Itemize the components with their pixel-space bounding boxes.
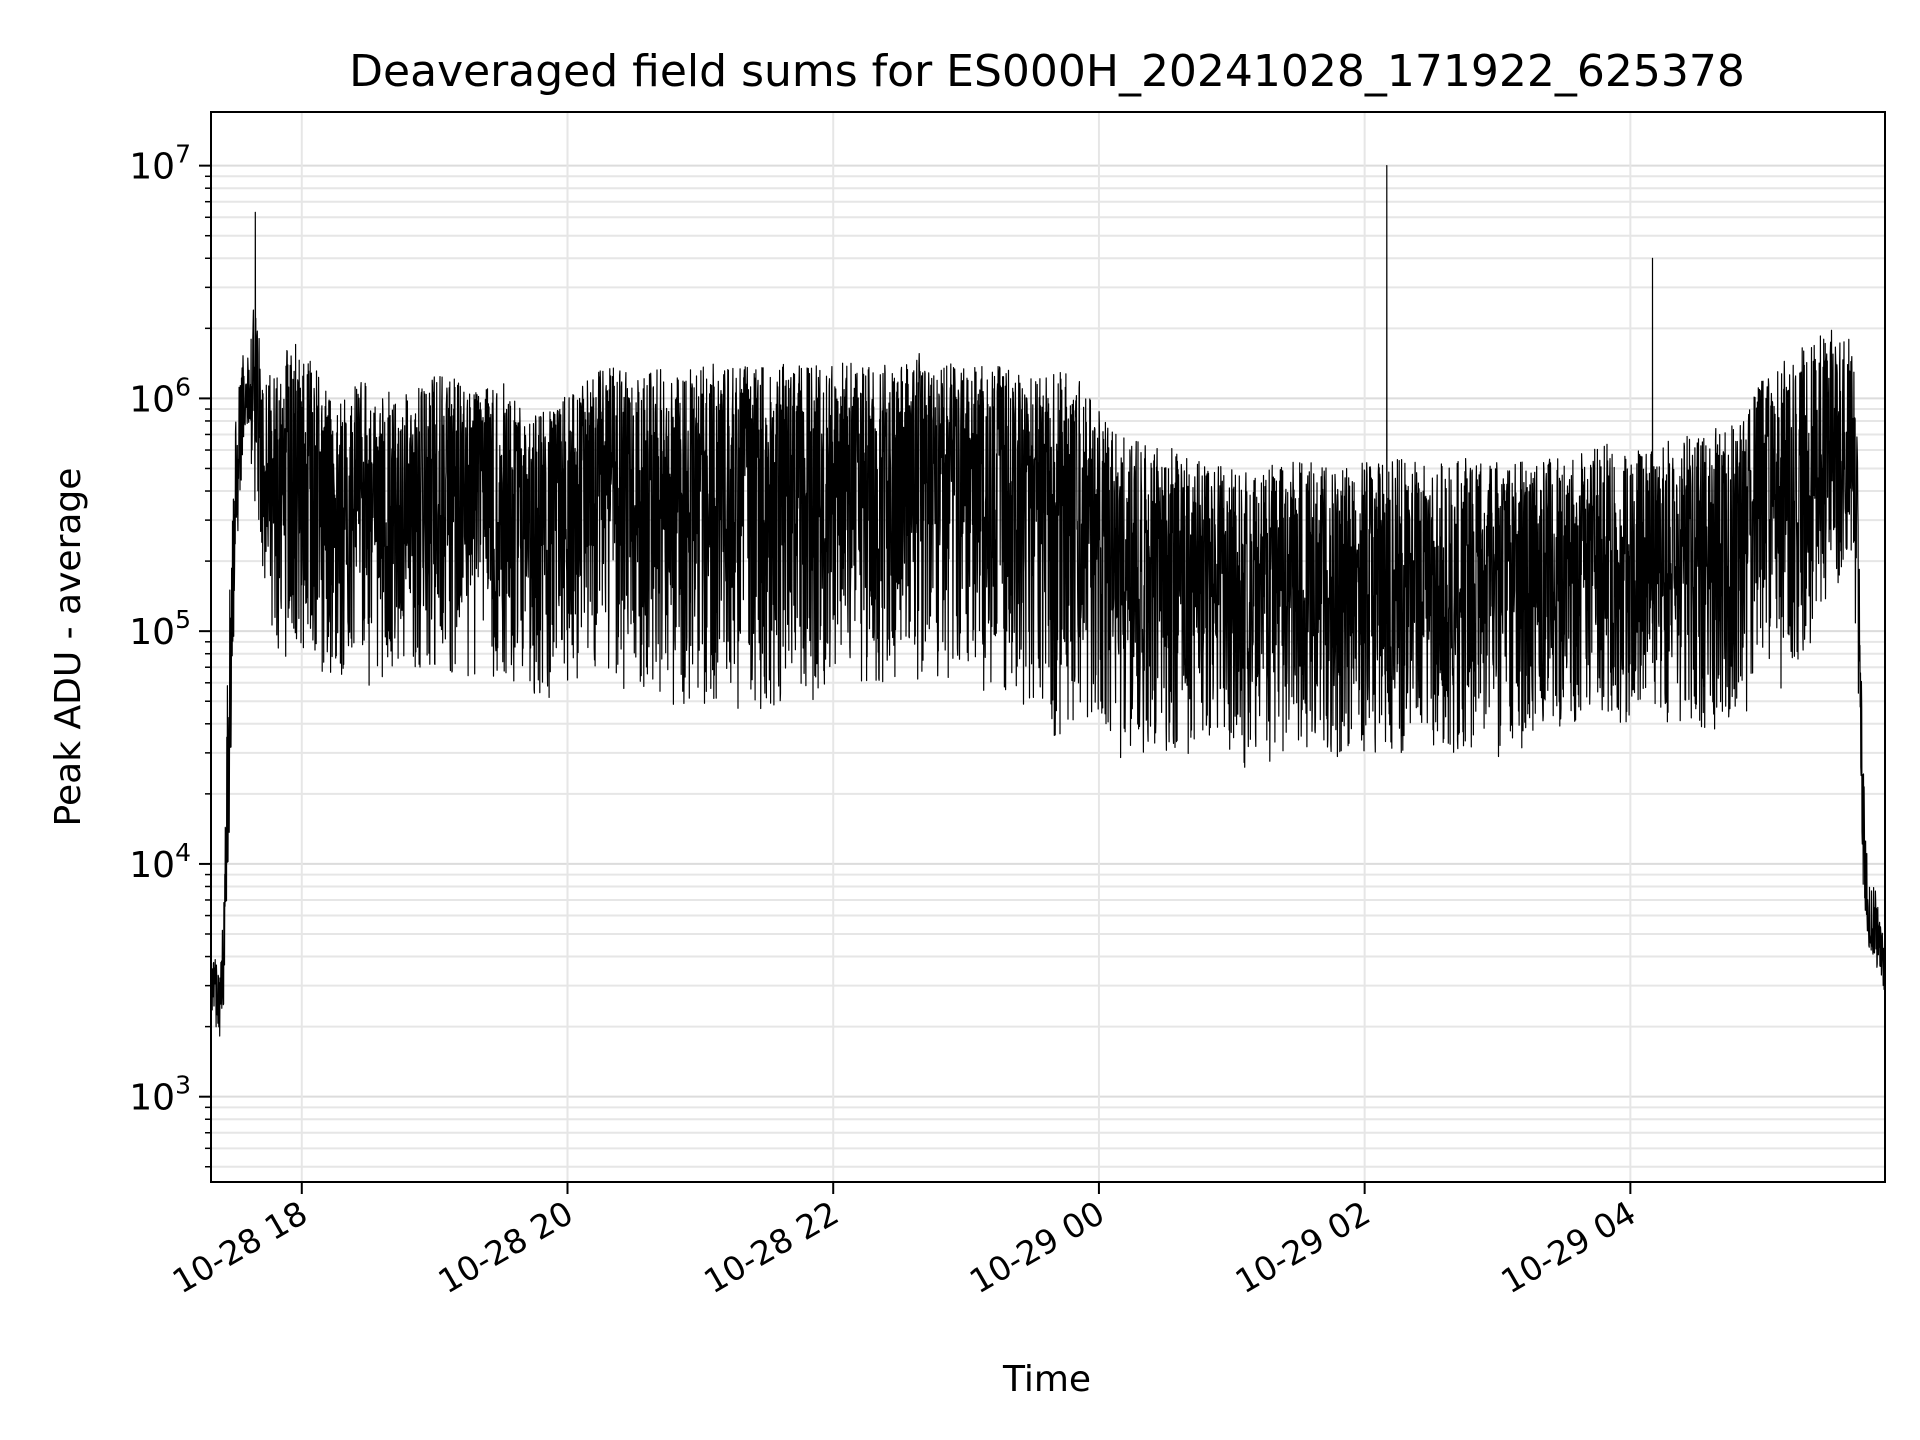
y-tick-label: 104 [129,838,191,886]
y-axis: 103 104 105 106 107 [129,140,211,1168]
y-tick-label: 106 [129,372,191,420]
plot-area-frame [210,111,1886,1183]
series-line [211,165,1885,1037]
chart-title: Deaveraged field sums for ES000H_2024102… [349,46,1745,97]
series-layer [211,165,1885,1037]
x-axis-title: Time [1002,1359,1091,1400]
y-axis-title: Peak ADU - average [48,468,89,827]
y-tick-label: 105 [129,605,191,653]
y-tick-label: 103 [129,1071,191,1119]
y-tick-label: 107 [129,140,191,188]
